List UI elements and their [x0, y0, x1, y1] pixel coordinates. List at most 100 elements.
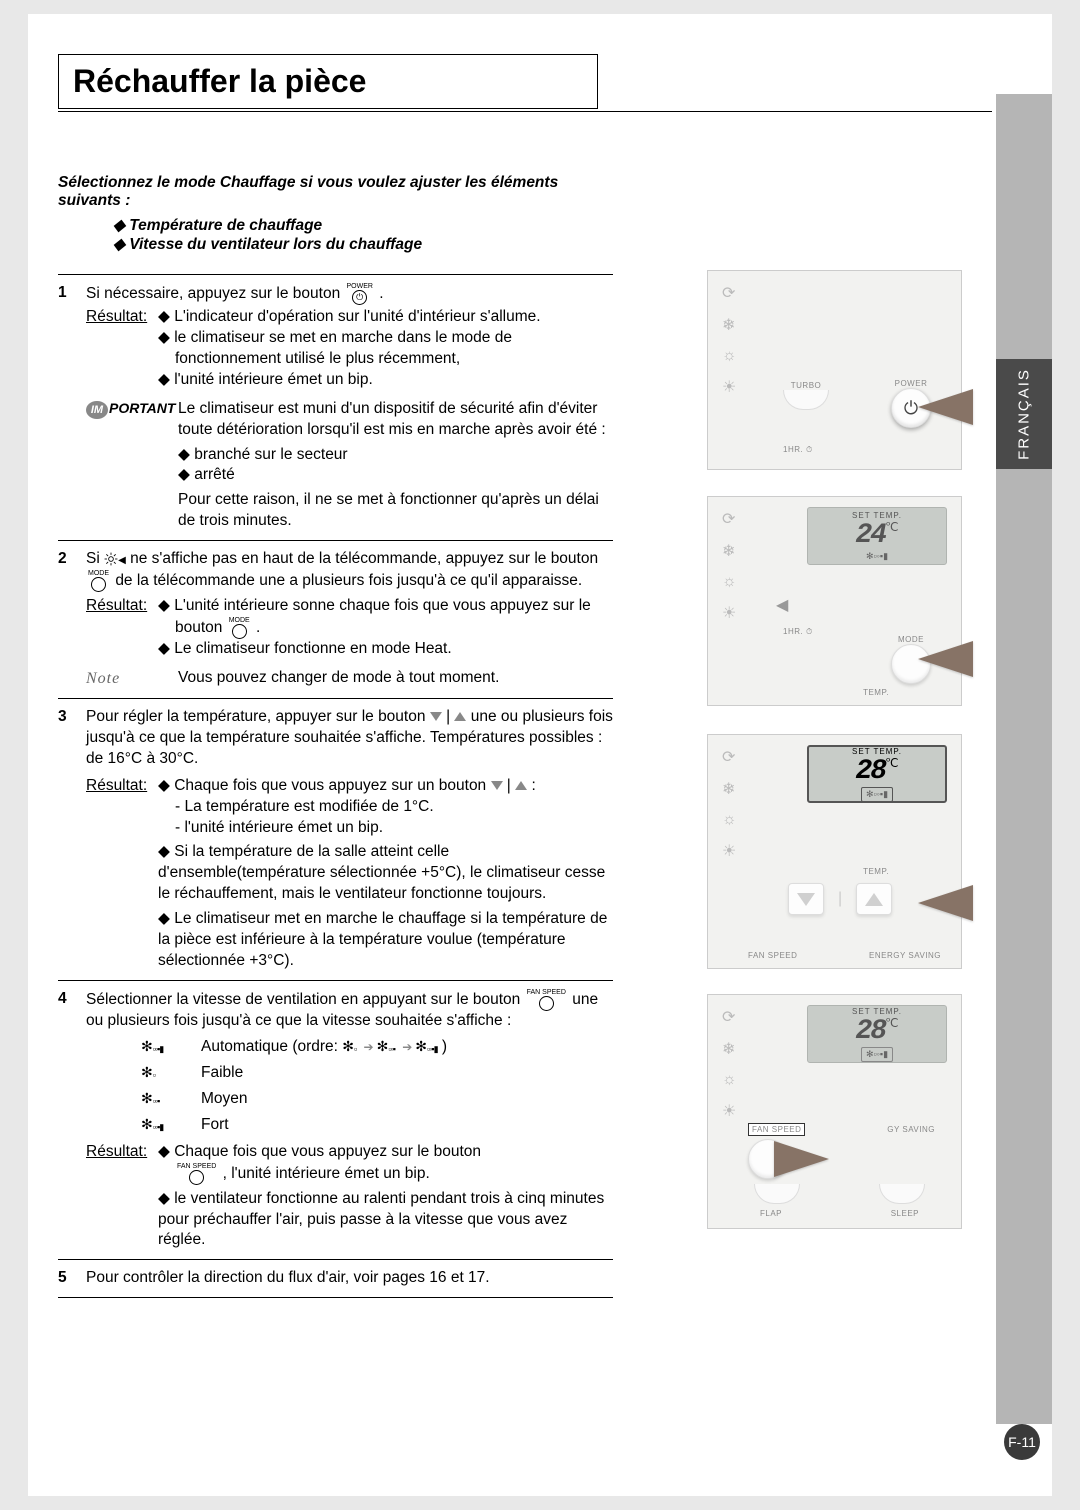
icon-caption: FAN SPEED: [527, 989, 566, 996]
temp-up-button: [856, 883, 892, 915]
turbo-button: [783, 390, 829, 410]
result-sub: - l'unité intérieure émet un bip.: [158, 818, 613, 839]
step-5: 5 Pour contrôler la direction du flux d'…: [58, 1259, 613, 1297]
page-number: F-11: [1008, 1434, 1036, 1450]
lcd-display: SET TEMP. 28℃ ✻▫◦▪▮: [807, 745, 947, 803]
fanspeed-label: FAN SPEED: [748, 1123, 805, 1136]
step4-text: Sélectionner la vitesse de ventilation e…: [86, 989, 613, 1032]
step2-text: Si ◀ ne s'affiche pas en haut de la télé…: [86, 549, 613, 570]
remote-illustration-2: ⟳ ❄ ☼ ☀ ◀ SET TEMP. 24℃ ✻▫◦▪▮ 1HR. ⏱ MOD…: [707, 496, 962, 706]
step-number: 4: [58, 989, 86, 1251]
note-text: Vous pouvez changer de mode à tout momen…: [178, 668, 613, 690]
fan-auto-icon: ✻▫◦▪▮: [141, 1037, 201, 1058]
settemp-label: SET TEMP.: [852, 747, 902, 756]
icon-caption: POWER: [347, 283, 373, 290]
sun-icon: [104, 552, 118, 566]
icon-caption: FAN SPEED: [177, 1163, 216, 1170]
sleep-label: SLEEP: [891, 1209, 919, 1218]
heat-icon: ☀: [722, 1101, 737, 1121]
fan-med-icon: ✻▫◦▪: [141, 1089, 201, 1110]
lcd-display: SET TEMP. 28℃ ✻▫◦▪▮: [807, 1005, 947, 1063]
result-item: Le climatiseur met en marche le chauffag…: [158, 909, 613, 972]
pointer-icon: [918, 641, 973, 677]
step-number: 1: [58, 283, 86, 532]
result-item-cont: FAN SPEED , l'unité intérieure émet un b…: [158, 1163, 613, 1185]
result-item-cont: bouton MODE .: [158, 617, 613, 639]
lcd-temp: 28: [855, 756, 885, 787]
auto-icon: ⟳: [722, 747, 737, 767]
fanspeed-icon: [189, 1170, 204, 1185]
result-item: L'indicateur d'opération sur l'unité d'i…: [158, 307, 613, 328]
flap-label: FLAP: [760, 1209, 782, 1218]
fan-high-icon: ✻▫◦▪▮: [141, 1115, 201, 1136]
temp-up-icon: [454, 712, 466, 721]
temp-label: TEMP.: [863, 867, 889, 876]
snow-icon: ❄: [722, 779, 737, 799]
gy-label: GY SAVING: [887, 1125, 935, 1134]
auto-icon: ⟳: [722, 283, 737, 303]
temp-up-icon: [515, 781, 527, 790]
result-item: le climatiseur se met en marche dans le …: [158, 328, 613, 349]
lcd-temp: 24: [855, 520, 885, 551]
important-text: Le climatiseur est muni d'un dispositif …: [178, 399, 613, 441]
result-item: Chaque fois que vous appuyez sur le bout…: [158, 1142, 613, 1163]
step-4: 4 Sélectionner la vitesse de ventilation…: [58, 980, 613, 1259]
result-item-cont: fonctionnement utilisé le plus récemment…: [158, 349, 613, 370]
result-item: Si la température de la salle atteint ce…: [158, 842, 613, 905]
dry-icon: ☼: [722, 811, 737, 829]
step2-text-2: MODE de la télécommande une a plusieurs …: [86, 570, 613, 592]
settemp-label: SET TEMP.: [852, 1007, 902, 1016]
title-rule: [58, 111, 992, 112]
mode-button-icon: MODE: [229, 617, 250, 639]
energy-label: ENERGY SAVING: [869, 951, 941, 960]
result-item: l'unité intérieure émet un bip.: [158, 370, 613, 391]
power-icon: ⏻: [352, 290, 367, 305]
dry-icon: ☼: [722, 1071, 737, 1089]
snow-icon: ❄: [722, 1039, 737, 1059]
fan-med-label: Moyen: [201, 1089, 248, 1110]
important-icon: IM: [86, 401, 108, 419]
page-title: Réchauffer la pièce: [58, 54, 598, 109]
mode-button-icon: MODE: [88, 570, 109, 592]
step-number: 2: [58, 549, 86, 690]
step-number: 5: [58, 1268, 86, 1289]
fan-auto-text: Automatique (ordre: ✻▫ ✻▫◦▪ ✻▫◦▪▮ ): [201, 1037, 447, 1058]
mode-icon: [232, 624, 247, 639]
intro-item: Vitesse du ventilateur lors du chauffage: [113, 235, 613, 254]
text: de la télécommande une a plusieurs fois …: [115, 572, 582, 589]
text: Sélectionner la vitesse de ventilation e…: [86, 991, 525, 1008]
step-1: 1 Si nécessaire, appuyez sur le bouton P…: [58, 274, 613, 540]
step3-text: Pour régler la température, appuyer sur …: [86, 707, 613, 770]
heat-icon: ☀: [722, 603, 737, 623]
result-item: Le climatiseur fonctionne en mode Heat.: [158, 639, 613, 660]
icon-caption: MODE: [229, 617, 250, 624]
hr-label: 1HR. ⏱: [783, 627, 813, 637]
lcd-display: SET TEMP. 24℃ ✻▫◦▪▮: [807, 507, 947, 565]
step1-text: Si nécessaire, appuyez sur le bouton POW…: [86, 283, 613, 305]
lcd-fan-icon: ✻▫◦▪▮: [861, 787, 893, 802]
text: .: [379, 285, 383, 302]
lcd-fan-icon: ✻▫◦▪▮: [861, 1047, 893, 1062]
power-button-icon: POWER ⏻: [347, 283, 373, 305]
result-label: Résultat:: [86, 597, 147, 614]
language-tab: FRANÇAIS: [996, 359, 1052, 469]
text: Si nécessaire, appuyez sur le bouton: [86, 285, 345, 302]
snow-icon: ❄: [722, 315, 737, 335]
remote-mode-icons: ⟳ ❄ ☼ ☀: [722, 1007, 737, 1121]
result-sub: - La température est modifiée de 1°C.: [158, 797, 613, 818]
tab-gutter: [996, 94, 1052, 1424]
result-item: L'unité intérieure sonne chaque fois que…: [158, 596, 613, 617]
temp-down-icon: [491, 781, 503, 790]
language-label: FRANÇAIS: [1016, 368, 1033, 460]
temp-down-button: [788, 883, 824, 915]
step-2: 2 Si ◀ ne s'affiche pas en haut de la té…: [58, 540, 613, 698]
text: Pour régler la température, appuyer sur …: [86, 708, 430, 725]
result-label: Résultat:: [86, 777, 147, 794]
result-item: Chaque fois que vous appuyez sur un bout…: [158, 776, 613, 797]
temp-label: TEMP.: [863, 688, 889, 697]
pointer-icon: [774, 1141, 829, 1177]
intro-item: Température de chauffage: [113, 216, 613, 235]
intro-lead: Sélectionnez le mode Chauffage si vous v…: [58, 174, 613, 210]
fanspeed-button-icon: FAN SPEED: [527, 989, 566, 1011]
dry-icon: ☼: [722, 573, 737, 591]
